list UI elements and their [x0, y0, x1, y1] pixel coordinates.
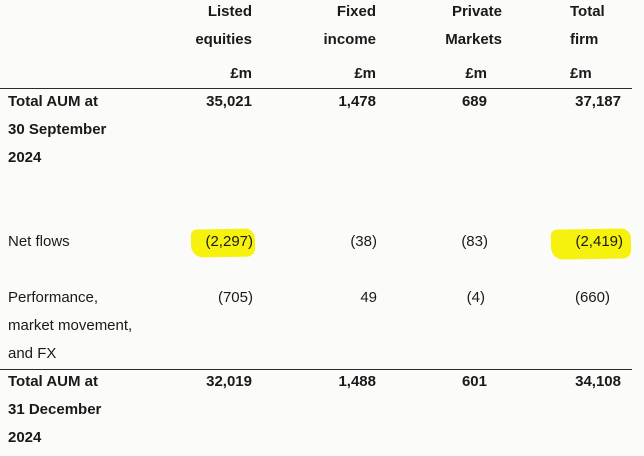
col-listed-equities-line1: Listed — [207, 3, 252, 20]
cell-listed-equities-aum-sep: 35,021 — [206, 93, 252, 110]
col-fixed-income-unit: £m — [354, 65, 376, 82]
cell-listed-equities-net-flows: (2,297) — [205, 233, 253, 250]
row-label-performance: Performance, market movement, and FX — [8, 289, 133, 362]
row-label-net-flows: Net flows — [8, 233, 70, 250]
col-fixed-income-line2: income — [323, 31, 376, 48]
col-total-firm-line2: firm — [570, 31, 599, 48]
bottom-divider — [0, 369, 632, 370]
cell-private-markets-performance: (4) — [466, 289, 485, 306]
cell-total-firm-aum-dec: 34,108 — [575, 373, 621, 390]
cell-listed-equities-performance: (705) — [217, 289, 253, 306]
col-private-markets-line2: Markets — [445, 31, 502, 48]
cell-listed-equities-aum-dec: 32,019 — [206, 373, 252, 390]
cell-fixed-income-performance: 49 — [360, 289, 377, 306]
row-label-aum-sep-2024: Total AUM at 30 September 2024 — [8, 93, 107, 166]
cell-private-markets-aum-sep: 689 — [461, 93, 487, 110]
col-total-firm-line1: Total — [570, 3, 605, 20]
col-fixed-income-line1: Fixed — [336, 3, 376, 20]
col-private-markets-line1: Private — [451, 3, 502, 20]
cell-fixed-income-aum-dec: 1,488 — [338, 373, 376, 390]
col-total-firm-unit: £m — [570, 65, 592, 82]
cell-private-markets-net-flows: (83) — [461, 233, 488, 250]
header-divider — [0, 88, 632, 89]
cell-total-firm-net-flows: (2,419) — [575, 233, 623, 250]
cell-fixed-income-aum-sep: 1,478 — [338, 93, 376, 110]
col-listed-equities-unit: £m — [230, 65, 252, 82]
cell-total-firm-aum-sep: 37,187 — [575, 93, 621, 110]
cell-private-markets-aum-dec: 601 — [461, 373, 487, 390]
cell-total-firm-performance: (660) — [574, 289, 610, 306]
cell-fixed-income-net-flows: (38) — [350, 233, 377, 250]
row-label-aum-dec-2024: Total AUM at 31 December 2024 — [8, 373, 102, 446]
col-private-markets-unit: £m — [465, 65, 487, 82]
col-listed-equities-line2: equities — [195, 31, 252, 48]
